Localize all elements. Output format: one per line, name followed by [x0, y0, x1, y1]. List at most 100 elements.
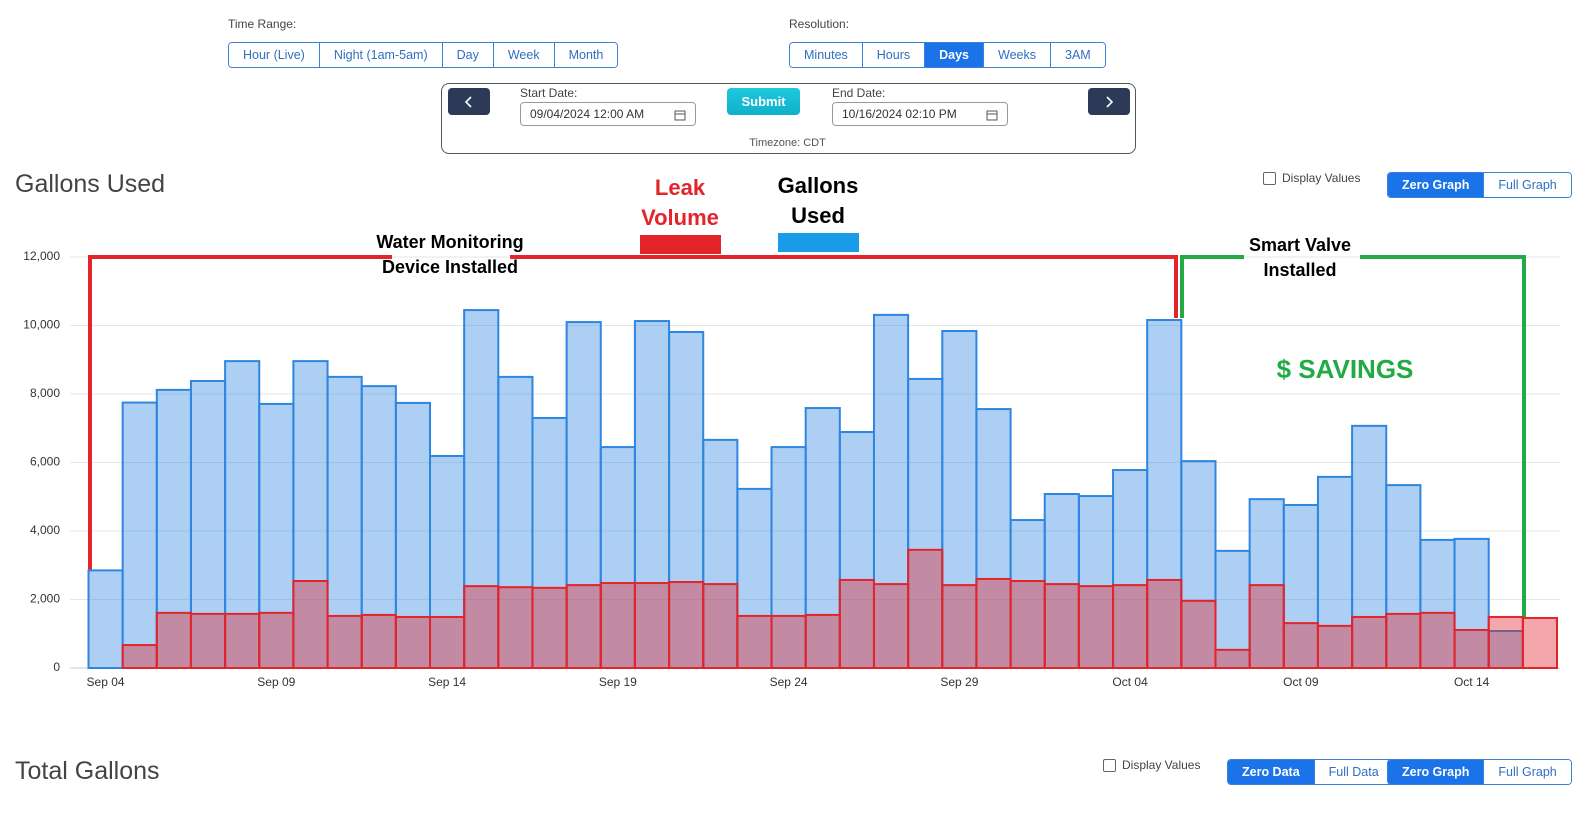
bar: [770, 614, 807, 670]
section-title: Total Gallons: [15, 757, 160, 785]
button[interactable]: Full Graph: [1484, 173, 1571, 197]
bar: [1453, 628, 1490, 669]
button[interactable]: Full Graph: [1484, 760, 1571, 784]
checkbox-box: [1103, 758, 1116, 772]
button[interactable]: Week: [493, 43, 555, 67]
button-group: Zero Data Full Data: [1227, 759, 1394, 785]
y-tick-label: 4,000: [30, 523, 60, 537]
legend-item[interactable]: Leak Volume: [630, 173, 730, 254]
bar: [702, 583, 739, 670]
bar: [1248, 584, 1285, 669]
bar: [599, 446, 636, 669]
bar: [804, 613, 841, 669]
bar: [872, 583, 910, 670]
icon: [1106, 95, 1114, 108]
bar: [1316, 475, 1354, 670]
bar: [633, 320, 671, 669]
annotation-brackets: [88, 255, 1526, 618]
date-input[interactable]: 10/16/2024 02:10 PM: [832, 102, 1008, 126]
annotation: Smart Valve Installed: [1248, 235, 1352, 280]
bar: [1180, 599, 1217, 669]
date-value: 10/16/2024 02:10 PM: [842, 107, 957, 121]
button[interactable]: Full Data: [1314, 760, 1393, 784]
button[interactable]: Hours: [862, 43, 926, 67]
x-tick-label: Sep 09: [257, 675, 295, 689]
checkbox[interactable]: Display Values: [1263, 171, 1360, 185]
bar: [155, 611, 192, 669]
bar: [360, 385, 397, 669]
legend-swatch: [777, 233, 859, 252]
button[interactable]: Hour (Live): [229, 43, 320, 67]
bar: [121, 401, 158, 669]
bar: [1214, 648, 1251, 669]
bar: [907, 548, 944, 670]
bar: [668, 581, 705, 669]
bar: [941, 584, 978, 669]
bar: [258, 611, 295, 669]
bar: [292, 360, 329, 669]
bar: [463, 309, 500, 669]
button[interactable]: Minutes: [790, 43, 863, 67]
bracket: [1180, 255, 1244, 318]
button-group: Minutes Hours Days Weeks 3AM: [789, 42, 1106, 68]
button[interactable]: 3AM: [1051, 43, 1105, 67]
button[interactable]: Days: [925, 43, 985, 67]
button[interactable]: Month: [554, 43, 618, 67]
bar: [224, 360, 261, 669]
annotation: $ SAVINGS: [1276, 354, 1414, 384]
label: End Date:: [832, 86, 886, 100]
button[interactable]: Weeks: [984, 43, 1051, 67]
bar: [394, 615, 432, 670]
bracket: [1360, 255, 1526, 618]
checkbox-box: [1263, 171, 1276, 185]
bar: [668, 331, 705, 669]
date-value: 09/04/2024 12:00 AM: [530, 107, 645, 121]
bar: [633, 582, 671, 669]
legend-item[interactable]: Gallons Used: [768, 171, 868, 252]
button-group: Hour (Live) Night (1am-5am) Day Week Month: [228, 42, 619, 68]
bar: [1351, 424, 1388, 670]
bar: [1487, 615, 1524, 670]
bar: [770, 446, 807, 669]
bar: [1521, 616, 1559, 669]
checkbox-label: Display Values: [1282, 171, 1361, 185]
bracket: [88, 255, 392, 571]
checkbox[interactable]: Display Values: [1103, 758, 1200, 772]
label: Resolution:: [789, 17, 850, 31]
bar: [463, 585, 500, 670]
bar: [565, 321, 602, 669]
bar: [121, 644, 158, 669]
bar: [497, 586, 534, 669]
bar: [1043, 583, 1080, 670]
icon: [986, 110, 998, 121]
bar: [941, 329, 978, 669]
button-group: Zero Graph Full Graph: [1387, 759, 1572, 785]
bar: [1351, 615, 1388, 670]
next-button[interactable]: [1088, 88, 1130, 115]
bar: [189, 612, 227, 670]
annotation: Water Monitoring Device Installed: [376, 232, 524, 277]
label: Start Date:: [520, 86, 578, 100]
button[interactable]: Zero Data: [1228, 760, 1315, 784]
date-input[interactable]: 09/04/2024 12:00 AM: [520, 102, 696, 126]
x-tick-label: Sep 19: [599, 675, 637, 689]
bar: [736, 614, 773, 670]
prev-button[interactable]: [448, 88, 490, 115]
x-tick-label: Oct 04: [1112, 675, 1148, 689]
legend-label: Gallons Used: [777, 173, 859, 228]
bar: [975, 577, 1012, 670]
bar: [326, 614, 363, 670]
legend-label: Leak Volume: [641, 175, 719, 230]
y-tick-label: 6,000: [30, 455, 60, 469]
button[interactable]: Zero Graph: [1388, 173, 1485, 197]
submit-button[interactable]: Submit: [727, 88, 800, 115]
bracket: [510, 255, 1178, 318]
bar: [531, 586, 568, 669]
button[interactable]: Zero Graph: [1388, 760, 1485, 784]
button[interactable]: Day: [442, 43, 494, 67]
x-tick-label: Sep 14: [428, 675, 466, 689]
button[interactable]: Night (1am-5am): [319, 43, 443, 67]
bar: [1282, 622, 1319, 670]
